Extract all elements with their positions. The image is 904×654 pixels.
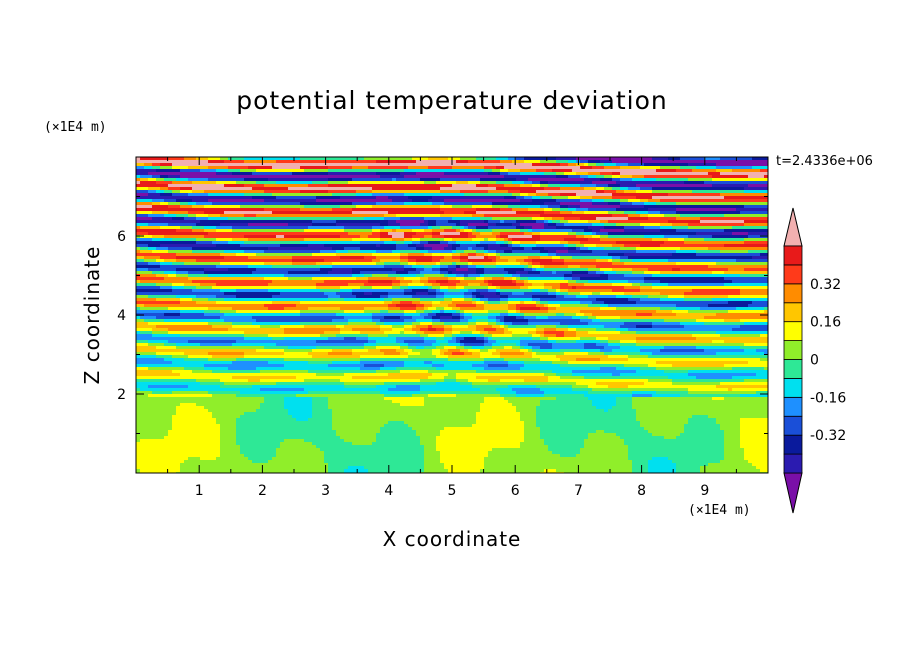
contour-field xyxy=(136,157,769,476)
